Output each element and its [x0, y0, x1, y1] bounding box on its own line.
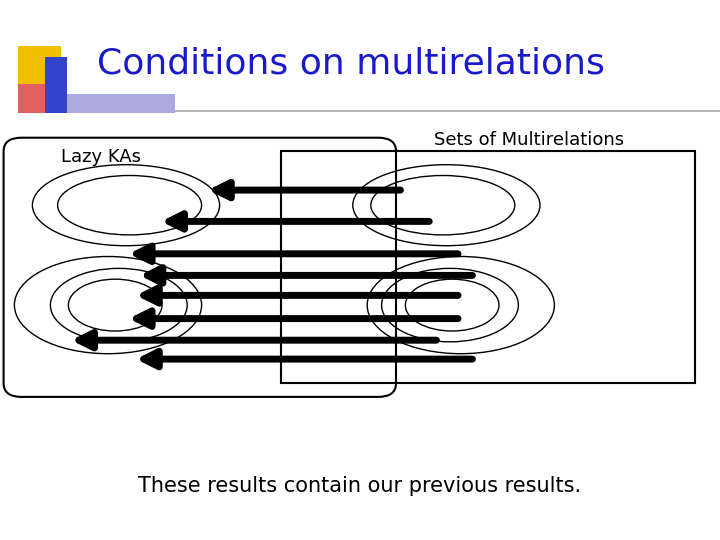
- Text: These results contain our previous results.: These results contain our previous resul…: [138, 476, 582, 496]
- Bar: [18, 46, 61, 84]
- Text: Sets of Multirelations: Sets of Multirelations: [434, 131, 624, 150]
- Bar: [281, 151, 695, 383]
- Bar: [45, 94, 175, 113]
- Text: Conditions on multirelations: Conditions on multirelations: [97, 47, 605, 80]
- Bar: [18, 84, 58, 113]
- Text: Lazy KAs: Lazy KAs: [61, 147, 141, 166]
- Bar: [45, 57, 67, 113]
